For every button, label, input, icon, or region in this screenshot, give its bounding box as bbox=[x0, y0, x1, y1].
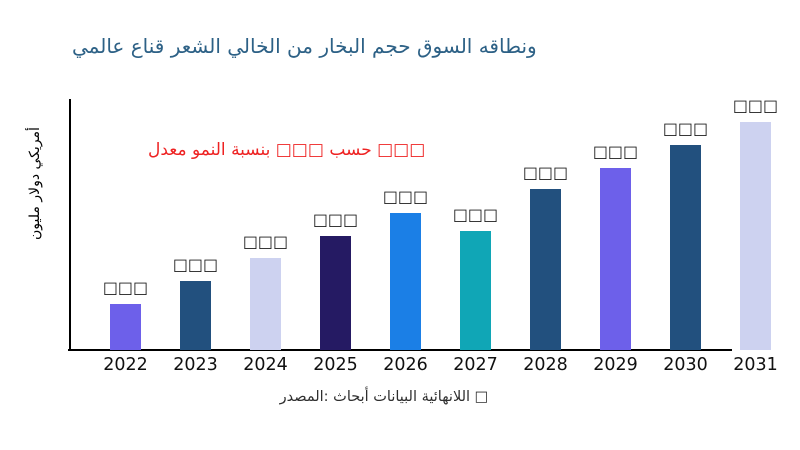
bar-2029 bbox=[600, 168, 631, 350]
bar-value-label-2022: □□□ bbox=[102, 278, 149, 297]
bar-2031 bbox=[740, 122, 771, 350]
bar-2022 bbox=[110, 304, 141, 350]
bar-value-label-2031: □□□ bbox=[732, 96, 779, 115]
x-tick-label-2029: 2029 bbox=[593, 355, 638, 375]
page-title: عالمي ‎قناع ‎الشعر ‎الخالي ‎من ‎البخار ‎… bbox=[72, 34, 537, 58]
x-tick-label-2025: 2025 bbox=[313, 355, 358, 375]
bar-value-label-2030: □□□ bbox=[662, 119, 709, 138]
x-tick-label-2028: 2028 bbox=[523, 355, 568, 375]
bar-value-label-2024: □□□ bbox=[242, 232, 289, 251]
x-tick-label-2022: 2022 bbox=[103, 355, 148, 375]
growth-rate-annotation: معدل ‎النمو ‎بنسبة ‎□□□ ‎حسب ‎□□□ bbox=[148, 140, 426, 160]
bar-value-label-2028: □□□ bbox=[522, 163, 569, 182]
bar-2024 bbox=[250, 258, 281, 350]
bar-value-label-2023: □□□ bbox=[172, 255, 219, 274]
bar-value-label-2026: □□□ bbox=[382, 187, 429, 206]
x-tick-label-2031: 2031 bbox=[733, 355, 778, 375]
x-tick-label-2030: 2030 bbox=[663, 355, 708, 375]
bar-2030 bbox=[670, 145, 701, 350]
bar-value-label-2029: □□□ bbox=[592, 142, 639, 161]
bar-2023 bbox=[180, 281, 211, 350]
bar-value-label-2027: □□□ bbox=[452, 205, 499, 224]
y-axis-label: مليون ‎دولار ‎أمريكي bbox=[27, 127, 43, 240]
bar-2027 bbox=[460, 231, 491, 350]
bar-2026 bbox=[390, 213, 421, 350]
x-tick-label-2027: 2027 bbox=[453, 355, 498, 375]
x-tick-label-2026: 2026 bbox=[383, 355, 428, 375]
bar-2028 bbox=[530, 189, 561, 350]
x-tick-label-2023: 2023 bbox=[173, 355, 218, 375]
x-axis-line bbox=[68, 349, 732, 351]
bar-value-label-2025: □□□ bbox=[312, 210, 359, 229]
bar-2025 bbox=[320, 236, 351, 350]
y-axis-line bbox=[69, 99, 71, 351]
x-tick-label-2024: 2024 bbox=[243, 355, 288, 375]
source-note: المصدر: ‎أبحاث ‎البيانات ‎اللانهائية ‎□ bbox=[279, 389, 489, 405]
